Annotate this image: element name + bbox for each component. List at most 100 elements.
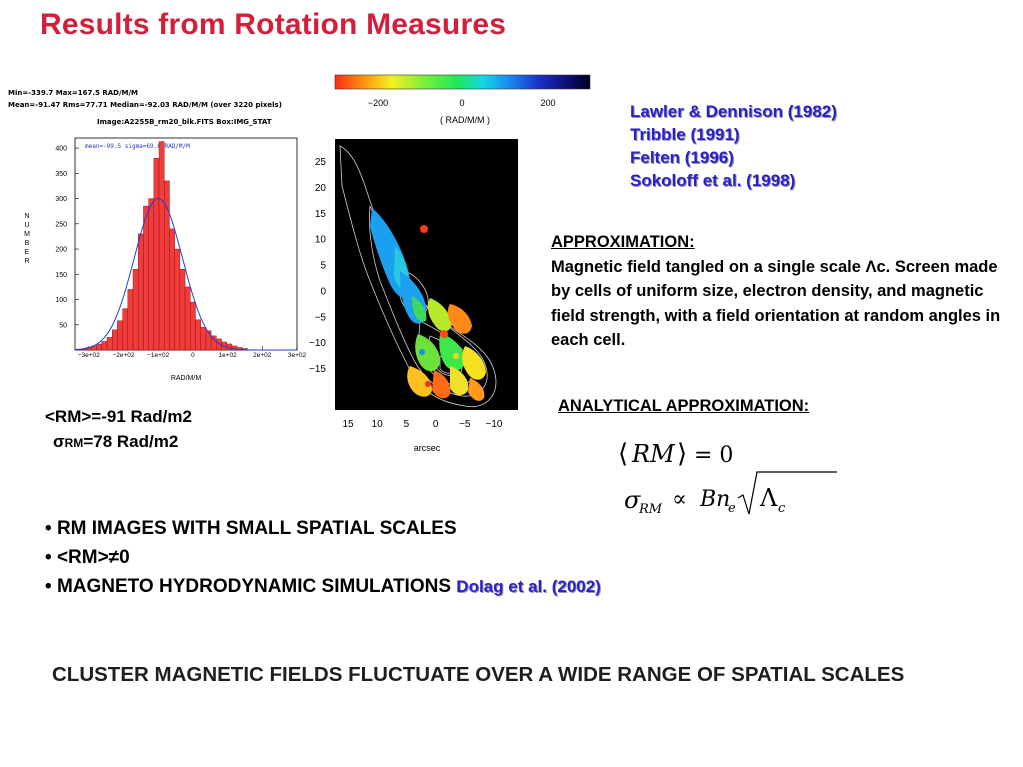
histogram-xtick-label: −1e+02 [147,352,169,359]
histogram-bar [153,157,160,351]
svg-text:⟨: ⟨ [618,439,628,469]
histogram-bar [132,269,139,351]
analytical-heading: ANALYTICAL APPROXIMATION: [558,397,810,415]
histogram-bar [164,180,170,351]
map-ytick-label: 25 [315,157,327,168]
bullet-list: • RM IMAGES WITH SMALL SPATIAL SCALES • … [45,514,601,601]
svg-text:RM: RM [631,440,676,468]
rm-sigma-value: σRM=78 Rad/m2 [45,429,192,456]
colorbar [334,74,591,90]
histogram-ytick-label: 350 [55,171,67,178]
histogram-bar [143,205,149,351]
colorbar-tick-neg200: −200 [368,98,388,108]
histogram-xtick-label: −3e+02 [78,352,100,359]
gaussian-fit-curve [74,198,296,351]
reference-item: Sokoloff et al. (1998) [630,171,796,190]
approximation-block: APPROXIMATION: Magnetic field tangled on… [551,230,1021,353]
histogram-bar [179,269,186,351]
histogram-bar [106,337,113,351]
map-ytick-label: −15 [309,364,326,375]
conclusion-text: CLUSTER MAGNETIC FIELDS FLUCTUATE OVER A… [52,663,905,686]
rm-color-patches [370,208,486,401]
histogram-bar [174,248,181,351]
histogram-bar [127,289,134,351]
histogram-bar [184,286,191,351]
svg-text:⟩: ⟩ [677,439,687,469]
map-ytick-label: 15 [315,209,327,220]
histogram-bar [122,308,129,351]
histogram-xtick-label: 3e+02 [288,352,307,359]
histogram-bar [117,320,123,351]
slide-title: Results from Rotation Measures [40,8,507,41]
map-ytick-label: −10 [309,338,326,349]
histogram-xtick-label: 2e+02 [253,352,272,359]
map-xlabel: arcsec [414,443,441,453]
histogram-ytick-label: 250 [55,221,67,228]
bullet-item: • RM IMAGES WITH SMALL SPATIAL SCALES [45,518,457,539]
map-ytick-label: 10 [315,235,327,246]
histogram-bar [190,301,196,351]
histogram-xtick-label: 0 [191,352,195,359]
colorbar-unit: ( RAD/M/M ) [440,115,490,125]
histogram-ytick-label: 200 [55,247,67,254]
histogram-bar [210,335,217,351]
sigma-subscript: RM [64,436,84,450]
reference-item: Felten (1996) [630,148,734,167]
histogram-ylabel-letter: N [24,213,29,220]
rm-statistics: <RM>=-91 Rad/m2 σRM=78 Rad/m2 [45,404,192,456]
histogram-bar [205,330,212,351]
histogram-bar [112,329,118,351]
map-ytick-label: 20 [315,183,327,194]
svg-text:RM: RM [638,502,663,517]
svg-text:Λ: Λ [759,484,778,512]
reference-item: Tribble (1991) [630,125,740,144]
histogram-xtick-label: 1e+02 [218,352,237,359]
map-xtick-label: 15 [342,419,354,430]
histogram-bar [195,319,201,351]
histogram-xlabel: RAD/M/M [171,375,202,382]
histogram-ylabel-letter: R [24,258,29,265]
analytical-equations: ⟨ RM ⟩ = 0 σ RM ∝ Bn e Λ c [618,439,837,517]
map-xtick-label: 10 [372,419,384,430]
bullet-item: • <RM>≠0 [45,547,130,568]
reference-item: Lawler & Dennison (1982) [630,102,837,121]
bullet-citation: Dolag et al. (2002) [456,577,601,596]
histogram-fit-label: mean=-99.5 sigma=69.6 RAD/M/M [85,143,190,150]
histogram-xtick-label: −2e+02 [112,352,134,359]
map-ytick-label: 5 [320,261,326,272]
histogram-bar [138,233,144,351]
bullet-item: • MAGNETO HYDRODYNAMIC SIMULATIONS Dolag… [45,576,601,597]
map-ytick-label: −5 [315,312,327,323]
histogram-bar [148,198,155,351]
map-xtick-label: −10 [486,419,503,430]
approximation-heading: APPROXIMATION: [551,233,695,251]
map-xtick-label: −5 [459,419,471,430]
sigma-symbol: σ [53,432,65,451]
histogram-ytick-label: 100 [55,297,67,304]
histogram-stats-line1: Min=-339.7 Max=167.5 RAD/M/M [8,89,139,97]
histogram-bar [169,228,175,351]
histogram-ytick-label: 150 [55,272,67,279]
histogram-bar [101,341,108,351]
svg-text:c: c [778,501,786,516]
histogram-bar [200,327,207,351]
approximation-text: Magnetic field tangled on a single scale… [551,257,1001,350]
svg-text:Bn: Bn [699,487,730,512]
histogram-ylabel-letter: E [25,249,30,256]
histogram-ytick-label: 300 [55,196,67,203]
histogram-stats-line2: Mean=-91.47 Rms=77.71 Median=-92.03 RAD/… [8,101,282,109]
svg-text:= 0: = 0 [694,443,733,468]
histogram-ytick-label: 50 [59,322,67,329]
svg-text:∝: ∝ [672,487,687,512]
histogram-ytick-label: 400 [55,146,67,153]
rm-mean-value: <RM>=-91 Rad/m2 [45,407,192,426]
svg-text:e: e [728,501,736,516]
histogram-ylabel-letter: M [24,231,30,238]
histogram-ylabel-letter: U [24,222,29,229]
svg-text:σ: σ [624,486,641,514]
colorbar-tick-0: 0 [459,98,464,108]
histogram-bar [96,343,102,351]
